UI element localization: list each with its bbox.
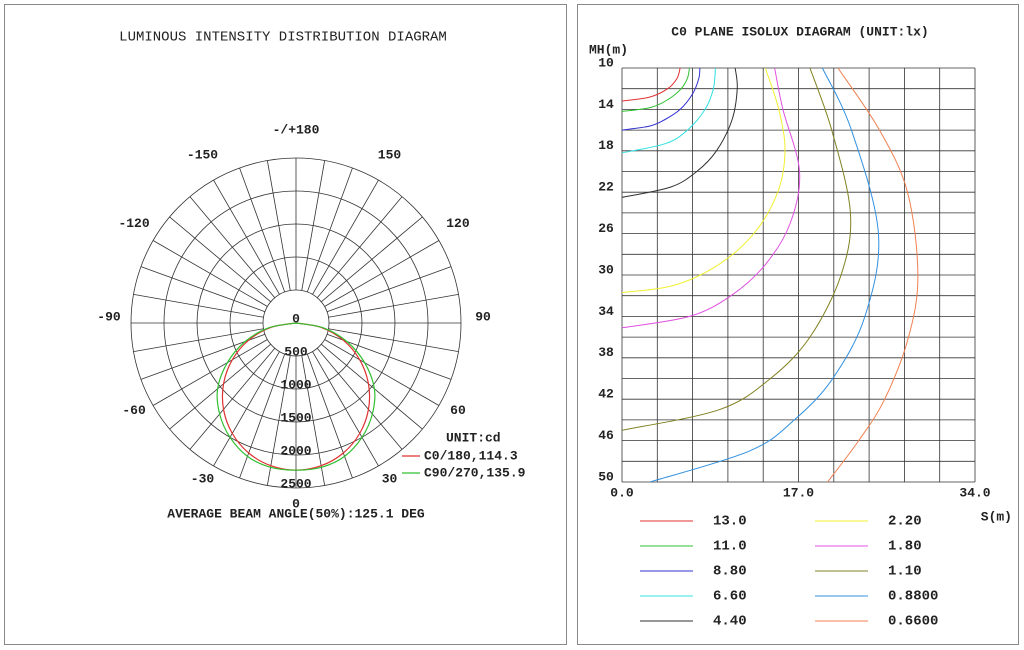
ring [229,256,363,390]
angle-tick-label: 30 [382,471,398,486]
y-tick-label: 50 [598,469,614,484]
angle-tick-label: 120 [446,216,470,231]
isolux-curve [649,68,880,482]
y-axis-label: MH(m) [589,42,628,57]
y-tick-label: 46 [598,428,614,443]
isolux-curve [827,68,919,482]
isolux-curve [622,68,852,431]
isolux-curve [622,68,681,102]
y-tick-label: 34 [598,304,614,319]
angle-tick-label: 150 [378,147,402,162]
y-tick-label: 18 [598,138,614,153]
ring [130,157,462,489]
legend-label: 8.80 [713,564,747,580]
isolux-curve [622,68,716,154]
angle-tick-label: -60 [122,403,146,418]
r-tick-label: 1000 [280,377,311,392]
angle-tick-label: -30 [191,471,215,486]
legend-label: 13.0 [713,514,747,530]
angle-tick-label: -150 [187,147,218,162]
isolux-curve [622,68,786,294]
y-tick-label: 30 [598,262,614,277]
legend-label: C0/180,114.3 [424,448,518,463]
angle-tick-label: -90 [97,309,121,324]
angle-tick-label: 60 [450,403,466,418]
r-tick-label: 2500 [280,476,311,491]
y-tick-label: 42 [598,387,614,402]
legend-label: 11.0 [713,539,747,555]
isolux-title: C0 PLANE ISOLUX DIAGRAM (UNIT:lx) [671,24,928,39]
y-tick-label: 38 [598,345,614,360]
legend-label: 6.60 [713,589,747,605]
ring [262,289,330,357]
isolux-curve [622,68,738,198]
angle-tick-label: -/+180 [273,122,320,137]
isolux-curve [622,68,801,329]
x-axis-label: S(m) [981,509,1012,524]
ring [196,223,396,423]
left-panel [4,4,567,645]
polar-title: LUMINOUS INTENSITY DISTRIBUTION DIAGRAM [119,30,447,46]
unit-label: UNIT:cd [446,430,501,445]
legend-label: 0.8800 [888,589,938,605]
legend-label: 1.10 [888,564,922,580]
y-tick-label: 10 [598,55,614,70]
legend-label: 1.80 [888,539,922,555]
intensity-curve [216,322,376,471]
right-panel [577,4,1019,645]
r-tick-label: 0 [292,311,300,326]
angle-tick-label: 90 [475,309,491,324]
isolux-curve [622,68,701,131]
y-tick-label: 26 [598,221,614,236]
contours [622,68,919,482]
x-tick-label: 0.0 [610,485,634,500]
x-tick-label: 34.0 [959,485,990,500]
x-tick-label: 17.0 [783,485,814,500]
ring [163,190,429,456]
legend-label: 4.40 [713,614,747,630]
footer: AVERAGE BEAM ANGLE(50%):125.1 DEG [167,506,425,521]
angle-tick-label: 0 [292,496,300,511]
r-tick-label: 1500 [280,410,311,425]
y-tick-label: 22 [598,180,614,195]
angle-tick-label: -120 [118,216,149,231]
r-tick-label: 500 [284,344,308,359]
isolux-curve [622,68,690,112]
r-tick-label: 2000 [280,443,311,458]
legend-label: 2.20 [888,514,922,530]
y-tick-label: 14 [598,97,614,112]
legend-label: C90/270,135.9 [424,465,526,480]
legend-label: 0.6600 [888,614,938,630]
